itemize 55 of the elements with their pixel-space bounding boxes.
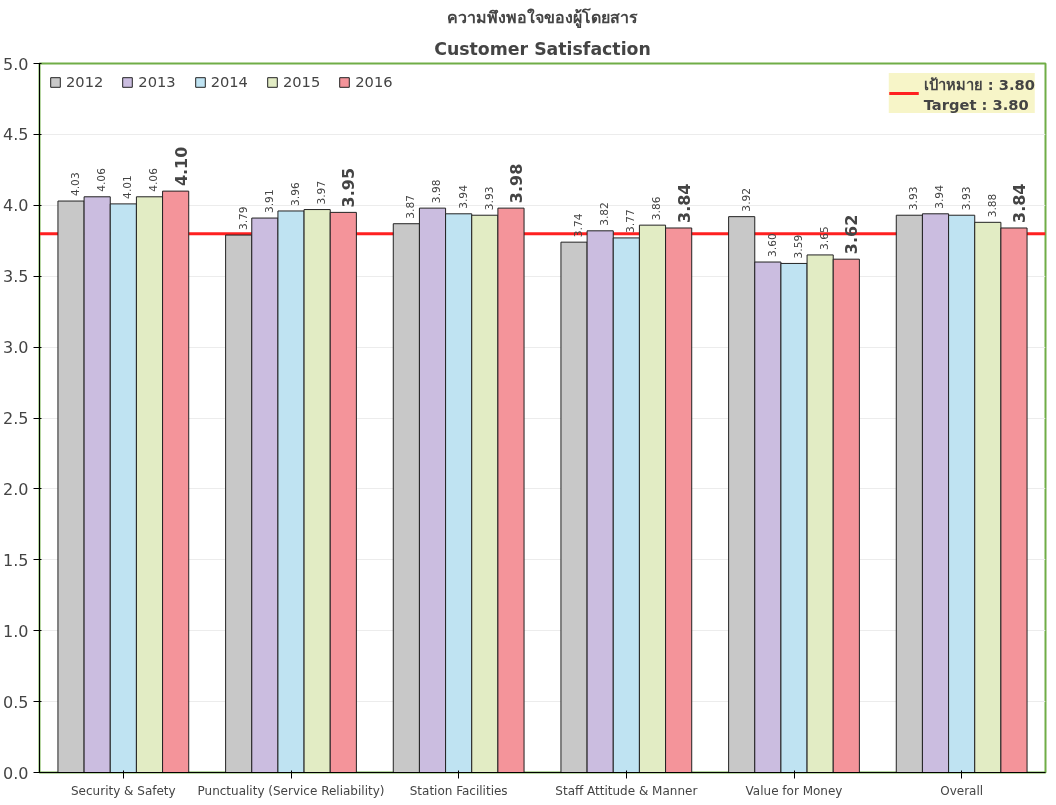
data-label: 3.91 [262, 189, 276, 214]
data-label: 3.87 [404, 195, 418, 219]
data-label: 4.01 [121, 175, 135, 199]
data-label: 3.88 [985, 193, 999, 218]
text: 1.0 [3, 621, 29, 641]
data-label: 3.97 [315, 180, 329, 205]
text: 2.5 [3, 409, 29, 428]
legend-label: 2016 [355, 73, 393, 90]
legend-label: 2013 [138, 73, 176, 90]
data-label: 3.86 [650, 196, 664, 221]
legend-label: 2015 [282, 73, 321, 90]
data-label: 3.77 [624, 209, 638, 233]
x-tick-label: Station Facilities [409, 783, 508, 798]
data-label: 3.98 [506, 163, 526, 204]
data-label: 3.84 [1009, 183, 1029, 223]
chart-title: ความพึงพอใจของผู้โดยสาร [447, 6, 638, 29]
text: 2.0 [3, 479, 29, 499]
data-label: 4.06 [147, 167, 161, 192]
text: 3.5 [3, 267, 29, 287]
data-label: 3.74 [572, 213, 586, 238]
text: 3.0 [3, 338, 29, 358]
data-label: 3.94 [933, 184, 947, 209]
data-label: 3.84 [674, 183, 694, 223]
data-label: 3.93 [907, 186, 921, 211]
data-label: 3.96 [289, 182, 302, 206]
legend-label: 2012 [66, 73, 104, 90]
x-tick-label: Overall [940, 783, 984, 798]
data-label: 3.93 [959, 186, 973, 211]
text: 4.5 [3, 125, 29, 145]
x-tick-label: Punctuality (Service Reliability) [197, 783, 385, 798]
data-label: 3.94 [456, 184, 470, 209]
data-label: 4.03 [69, 172, 83, 197]
data-label: 4.10 [171, 146, 191, 187]
data-label: 3.59 [792, 234, 805, 259]
data-label: 3.79 [236, 206, 250, 231]
data-label: 3.93 [482, 186, 496, 211]
legend-label: เป้าหมาย : 3.80 Target : 3.80 [923, 75, 1035, 113]
data-label: 3.62 [842, 214, 862, 255]
data-label: 3.95 [339, 167, 359, 208]
data-label: 3.92 [739, 187, 753, 212]
text: 4.0 [3, 196, 29, 216]
text: 5.0 [3, 54, 29, 74]
data-label: 3.82 [598, 202, 612, 226]
data-label: 3.60 [765, 233, 779, 258]
text: 1.5 [3, 550, 29, 570]
x-tick-label: Value for Money [745, 783, 843, 798]
text: 0.5 [3, 692, 29, 712]
data-label: 4.06 [95, 167, 109, 192]
x-tick-label: Staff Attitude & Manner [555, 783, 698, 798]
data-label: 3.98 [430, 179, 444, 204]
chart-subtitle: Customer Satisfaction [434, 38, 651, 59]
text: 0.0 [3, 763, 29, 783]
data-label: 3.65 [818, 226, 832, 250]
legend-label: 2014 [210, 73, 248, 90]
x-tick-label: Security & Safety [71, 783, 176, 798]
